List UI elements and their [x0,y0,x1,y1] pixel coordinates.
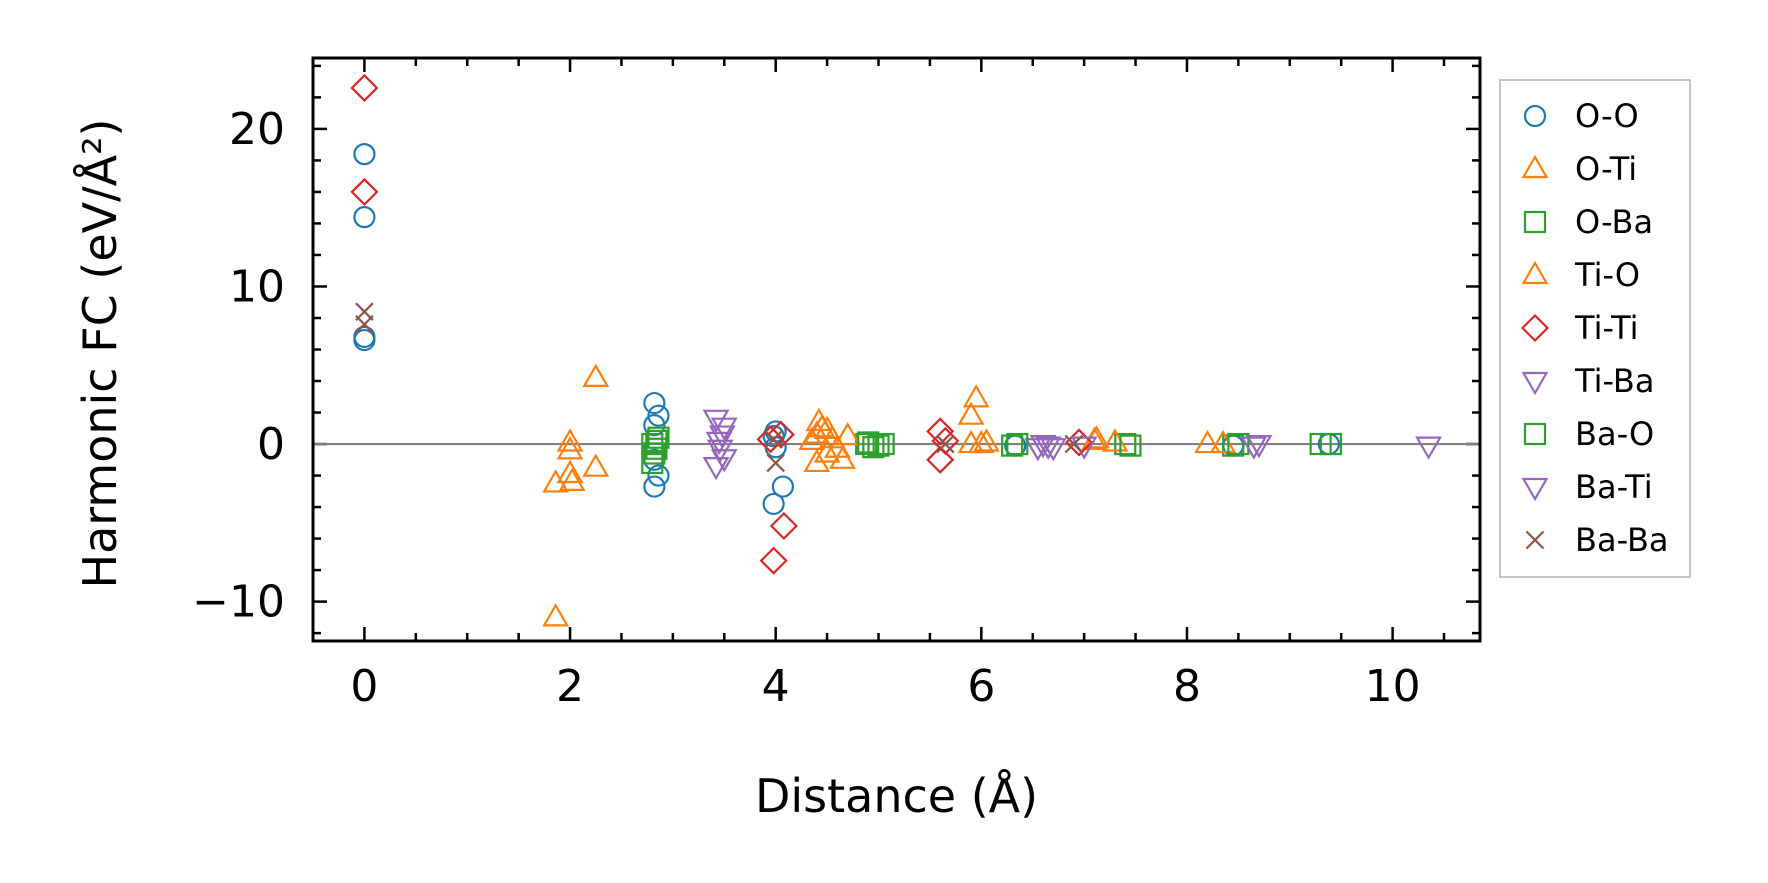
data-point-o-ba [641,451,664,475]
legend-marker-ti-o [1521,260,1549,285]
data-point-o-ti [582,363,610,387]
data-point-o-ti [542,603,570,627]
data-point-o-ti [803,448,831,473]
data-point-ti-o [823,434,851,458]
data-point-o-o [353,206,376,229]
tick-labels: 0 2 4 6 8 10 −10 0 10 20 [192,104,1420,712]
data-point-o-ti [962,384,990,408]
data-point-o-ba [872,432,895,456]
data-point-ba-ba [1064,434,1084,454]
data-point-ti-o [813,415,841,439]
y-tick-label: −10 [192,577,285,628]
data-point-ba-ti [708,425,736,449]
data-point-o-o [643,475,666,498]
data-point-ti-ba [710,417,738,441]
data-point-o-o [647,464,670,487]
data-markers [350,73,1442,627]
data-point-o-ti [556,459,584,484]
plot-frame [311,56,1482,643]
data-point-ti-o [957,429,985,454]
data-point-ba-o [1006,432,1029,456]
data-point-ti-ti [350,177,379,206]
x-tick-label: 4 [762,661,790,712]
data-point-ba-ba [766,453,785,473]
legend-marker-ba-o [1523,422,1547,446]
data-point-o-ba [1222,434,1245,457]
data-point-o-ti [813,439,841,463]
data-point-ba-o [1319,432,1343,456]
legend-label-o-ba: O-Ba [1575,203,1653,241]
data-point-ti-ti [759,546,788,575]
data-point-ti-ti [926,417,955,446]
data-point-o-ti [1194,429,1221,454]
data-point-o-ba [1001,434,1024,457]
legend-label-ti-o: Ti-O [1574,256,1640,294]
series-ba-o [645,429,1343,460]
y-tick-label: 0 [257,419,285,470]
x-axis-label: Distance (Å) [755,769,1038,823]
data-point-o-o [353,328,376,352]
legend-marker-ba-ba [1525,530,1545,550]
data-point-o-o [353,143,376,166]
legend-marker-o-ti [1521,154,1549,179]
data-point-ti-o [834,421,862,446]
data-point-o-ti [582,453,610,477]
legend-label-ti-ba: Ti-Ba [1574,362,1654,400]
data-point-ti-ti [926,445,955,474]
data-point-o-ba [1114,432,1137,456]
legend-marker-o-o [1523,104,1547,128]
legend-label-ti-ti: Ti-Ti [1574,309,1639,347]
data-point-ba-o [645,437,668,460]
data-point-o-ti [556,428,584,452]
legend-marker-ti-ba [1521,371,1549,396]
legend-label-ba-ba: Ba-Ba [1575,521,1669,559]
data-point-ba-ba [936,434,955,454]
data-point-o-ti [558,467,586,491]
data-point-ba-ba [355,315,374,334]
x-tick-label: 2 [556,661,584,712]
x-tick-label: 6 [967,661,995,712]
data-point-ti-ba [1034,436,1062,460]
x-tick-label: 10 [1365,661,1421,712]
data-point-ti-ba [710,449,738,473]
legend: O-O O-Ti O-Ba Ti-O Ti-Ti Ti-Ba Ba-O Ba-Ti Ba-Ba [1499,79,1691,578]
y-axis-label: Harmonic FC (eV/Å²) [73,119,127,589]
data-point-ti-ba [702,409,730,434]
legend-label-ba-ti: Ba-Ti [1575,468,1653,506]
data-point-o-ti [957,401,985,425]
data-point-ba-ti [1039,438,1067,462]
x-tick-label: 0 [350,661,378,712]
x-tick-label: 8 [1173,661,1201,712]
series-ba-ba [355,302,1084,473]
data-point-o-ti [556,436,584,460]
data-point-o-o [771,475,794,498]
data-point-ba-ti [1029,434,1057,459]
data-point-ba-ba [764,430,783,449]
data-point-ba-o [1227,432,1250,456]
data-point-ti-ba [1245,434,1273,459]
data-point-ba-o [867,434,890,457]
legend-marker-o-ba [1523,210,1547,234]
data-point-ti-ti [350,73,379,102]
legend-marker-ti-ti [1520,313,1550,343]
series-ba-ti [706,425,1268,463]
legend-label-o-ti: O-Ti [1575,150,1637,188]
y-tick-label: 10 [229,261,285,312]
data-point-ti-ba [1415,436,1442,460]
data-point-o-o [643,391,666,415]
legend-label-ba-o: Ba-O [1575,415,1654,453]
legend-marker-ba-ti [1521,477,1549,502]
data-point-o-ti [803,420,831,444]
legend-label-o-o: O-O [1575,97,1639,135]
data-point-ti-o [973,428,1000,452]
data-point-ti-ti [769,511,798,541]
data-point-o-o [762,492,785,516]
data-point-o-o [647,404,670,427]
y-tick-label: 20 [229,104,285,155]
data-point-ba-ti [1240,436,1268,460]
data-point-ba-ti [706,439,734,463]
data-point-ba-o [1119,434,1142,457]
